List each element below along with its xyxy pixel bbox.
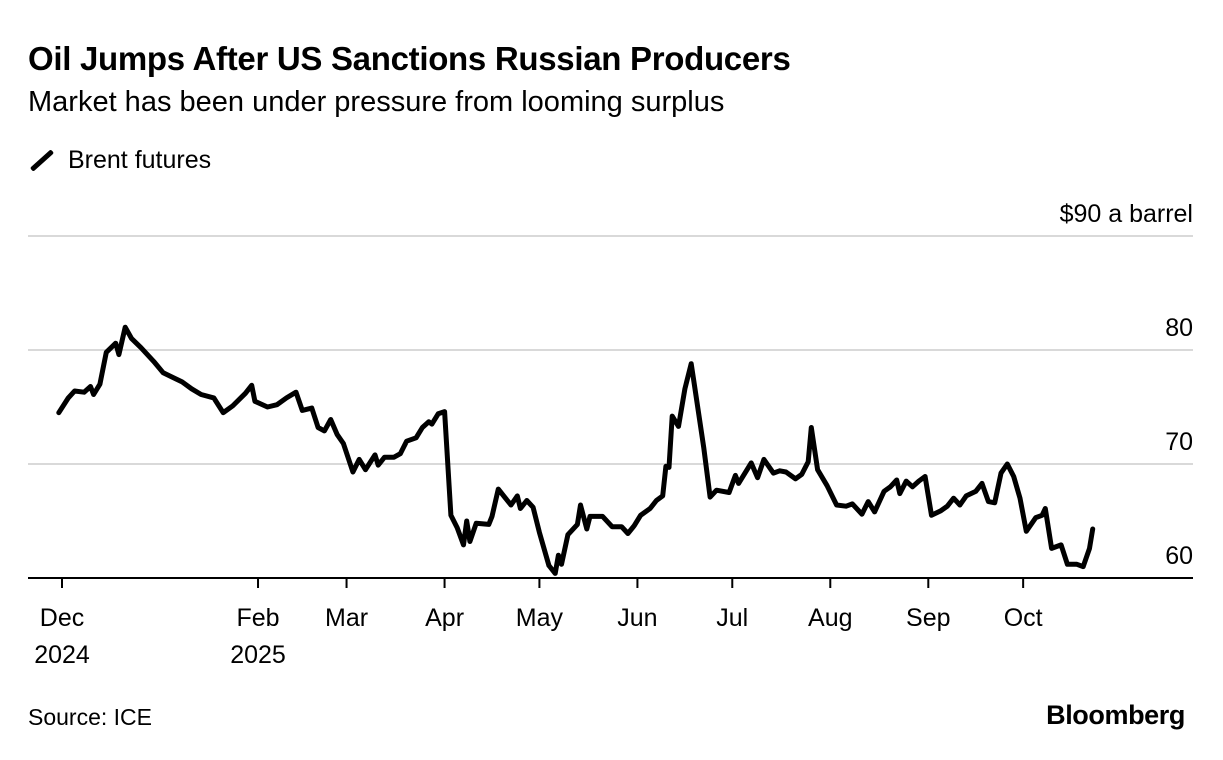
x-tick-sublabel-2024: 2024 <box>34 641 90 669</box>
x-tick-label-may: May <box>516 604 564 632</box>
y-tick-label-90: $90 a barrel <box>1060 200 1193 228</box>
legend-label: Brent futures <box>68 146 212 174</box>
x-tick-label-jun: Jun <box>617 604 657 632</box>
x-tick-label-dec: Dec <box>40 604 84 632</box>
x-tick-sublabel-2025: 2025 <box>230 641 286 669</box>
y-axis-labels: 60 70 80 $90 a barrel <box>1060 200 1193 570</box>
y-tick-label-60: 60 <box>1165 542 1193 570</box>
brand-logo: Bloomberg <box>1046 700 1185 730</box>
x-tick-label-mar: Mar <box>325 604 368 632</box>
y-tick-label-70: 70 <box>1165 428 1193 456</box>
x-tick-label-apr: Apr <box>425 604 464 632</box>
x-tick-label-jul: Jul <box>716 604 748 632</box>
gridlines <box>28 235 1193 465</box>
chart-title: Oil Jumps After US Sanctions Russian Pro… <box>28 40 791 77</box>
series-points <box>59 327 1093 573</box>
chart-subtitle: Market has been under pressure from loom… <box>28 86 725 118</box>
x-axis <box>28 577 1193 588</box>
x-tick-label-aug: Aug <box>808 604 852 632</box>
series-line-brent-futures <box>56 324 1096 576</box>
source-note: Source: ICE <box>28 704 152 730</box>
x-tick-label-sep: Sep <box>906 604 950 632</box>
y-tick-label-80: 80 <box>1165 314 1193 342</box>
series-layer <box>56 324 1096 576</box>
x-tick-label-feb: Feb <box>236 604 279 632</box>
x-axis-labels: Dec 2024 Feb 2025 Mar Apr May Jun Jul Aug Sep Oct <box>34 604 1042 669</box>
x-tick-label-oct: Oct <box>1004 604 1043 632</box>
legend: Brent futures <box>28 146 211 175</box>
